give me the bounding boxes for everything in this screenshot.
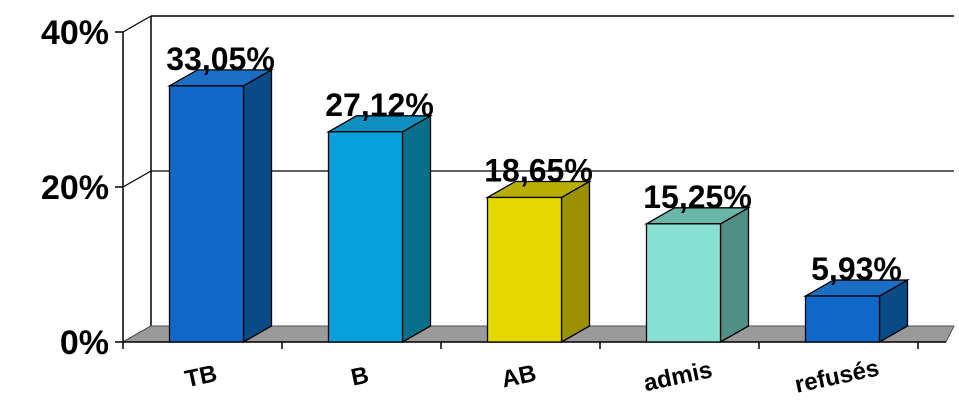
bar-front [168,85,245,343]
bar-b [326,114,433,344]
x-category-label: AB [499,360,539,394]
value-labels: 33,05% 27,12% 18,65% 15,25% 5,93% [166,41,902,287]
bar-front [804,295,881,343]
y-tick-label: 0% [60,324,109,362]
side-wall-gridline [122,170,152,188]
y-tick-label: 20% [41,169,109,207]
bars [167,68,910,344]
x-category-label: B [349,362,372,392]
y-tick-label: 40% [41,14,109,52]
bar-admis [644,206,751,344]
bar-side [560,180,591,344]
side-wall-gridline [122,15,152,33]
bar-front [486,196,563,343]
value-label: 18,65% [484,152,593,188]
x-category-label: refusés [792,355,881,399]
value-label: 5,93% [811,251,902,287]
bar-side [719,206,750,344]
value-label: 15,25% [643,179,752,215]
bar-refusés [803,278,910,344]
y-axis-ticks: 0% 20% 40% [41,14,123,362]
value-label: 27,12% [325,87,434,123]
bar-front [645,223,722,343]
bar-ab [485,180,592,344]
bar-side [242,68,273,344]
x-axis-labels: TB B AB admis refusés [182,355,881,399]
bar-tb [167,68,274,344]
bar-front [327,131,404,343]
x-category-label: TB [182,360,219,393]
bar-side [401,114,432,344]
x-category-label: admis [641,356,714,397]
value-label: 33,05% [166,41,275,77]
